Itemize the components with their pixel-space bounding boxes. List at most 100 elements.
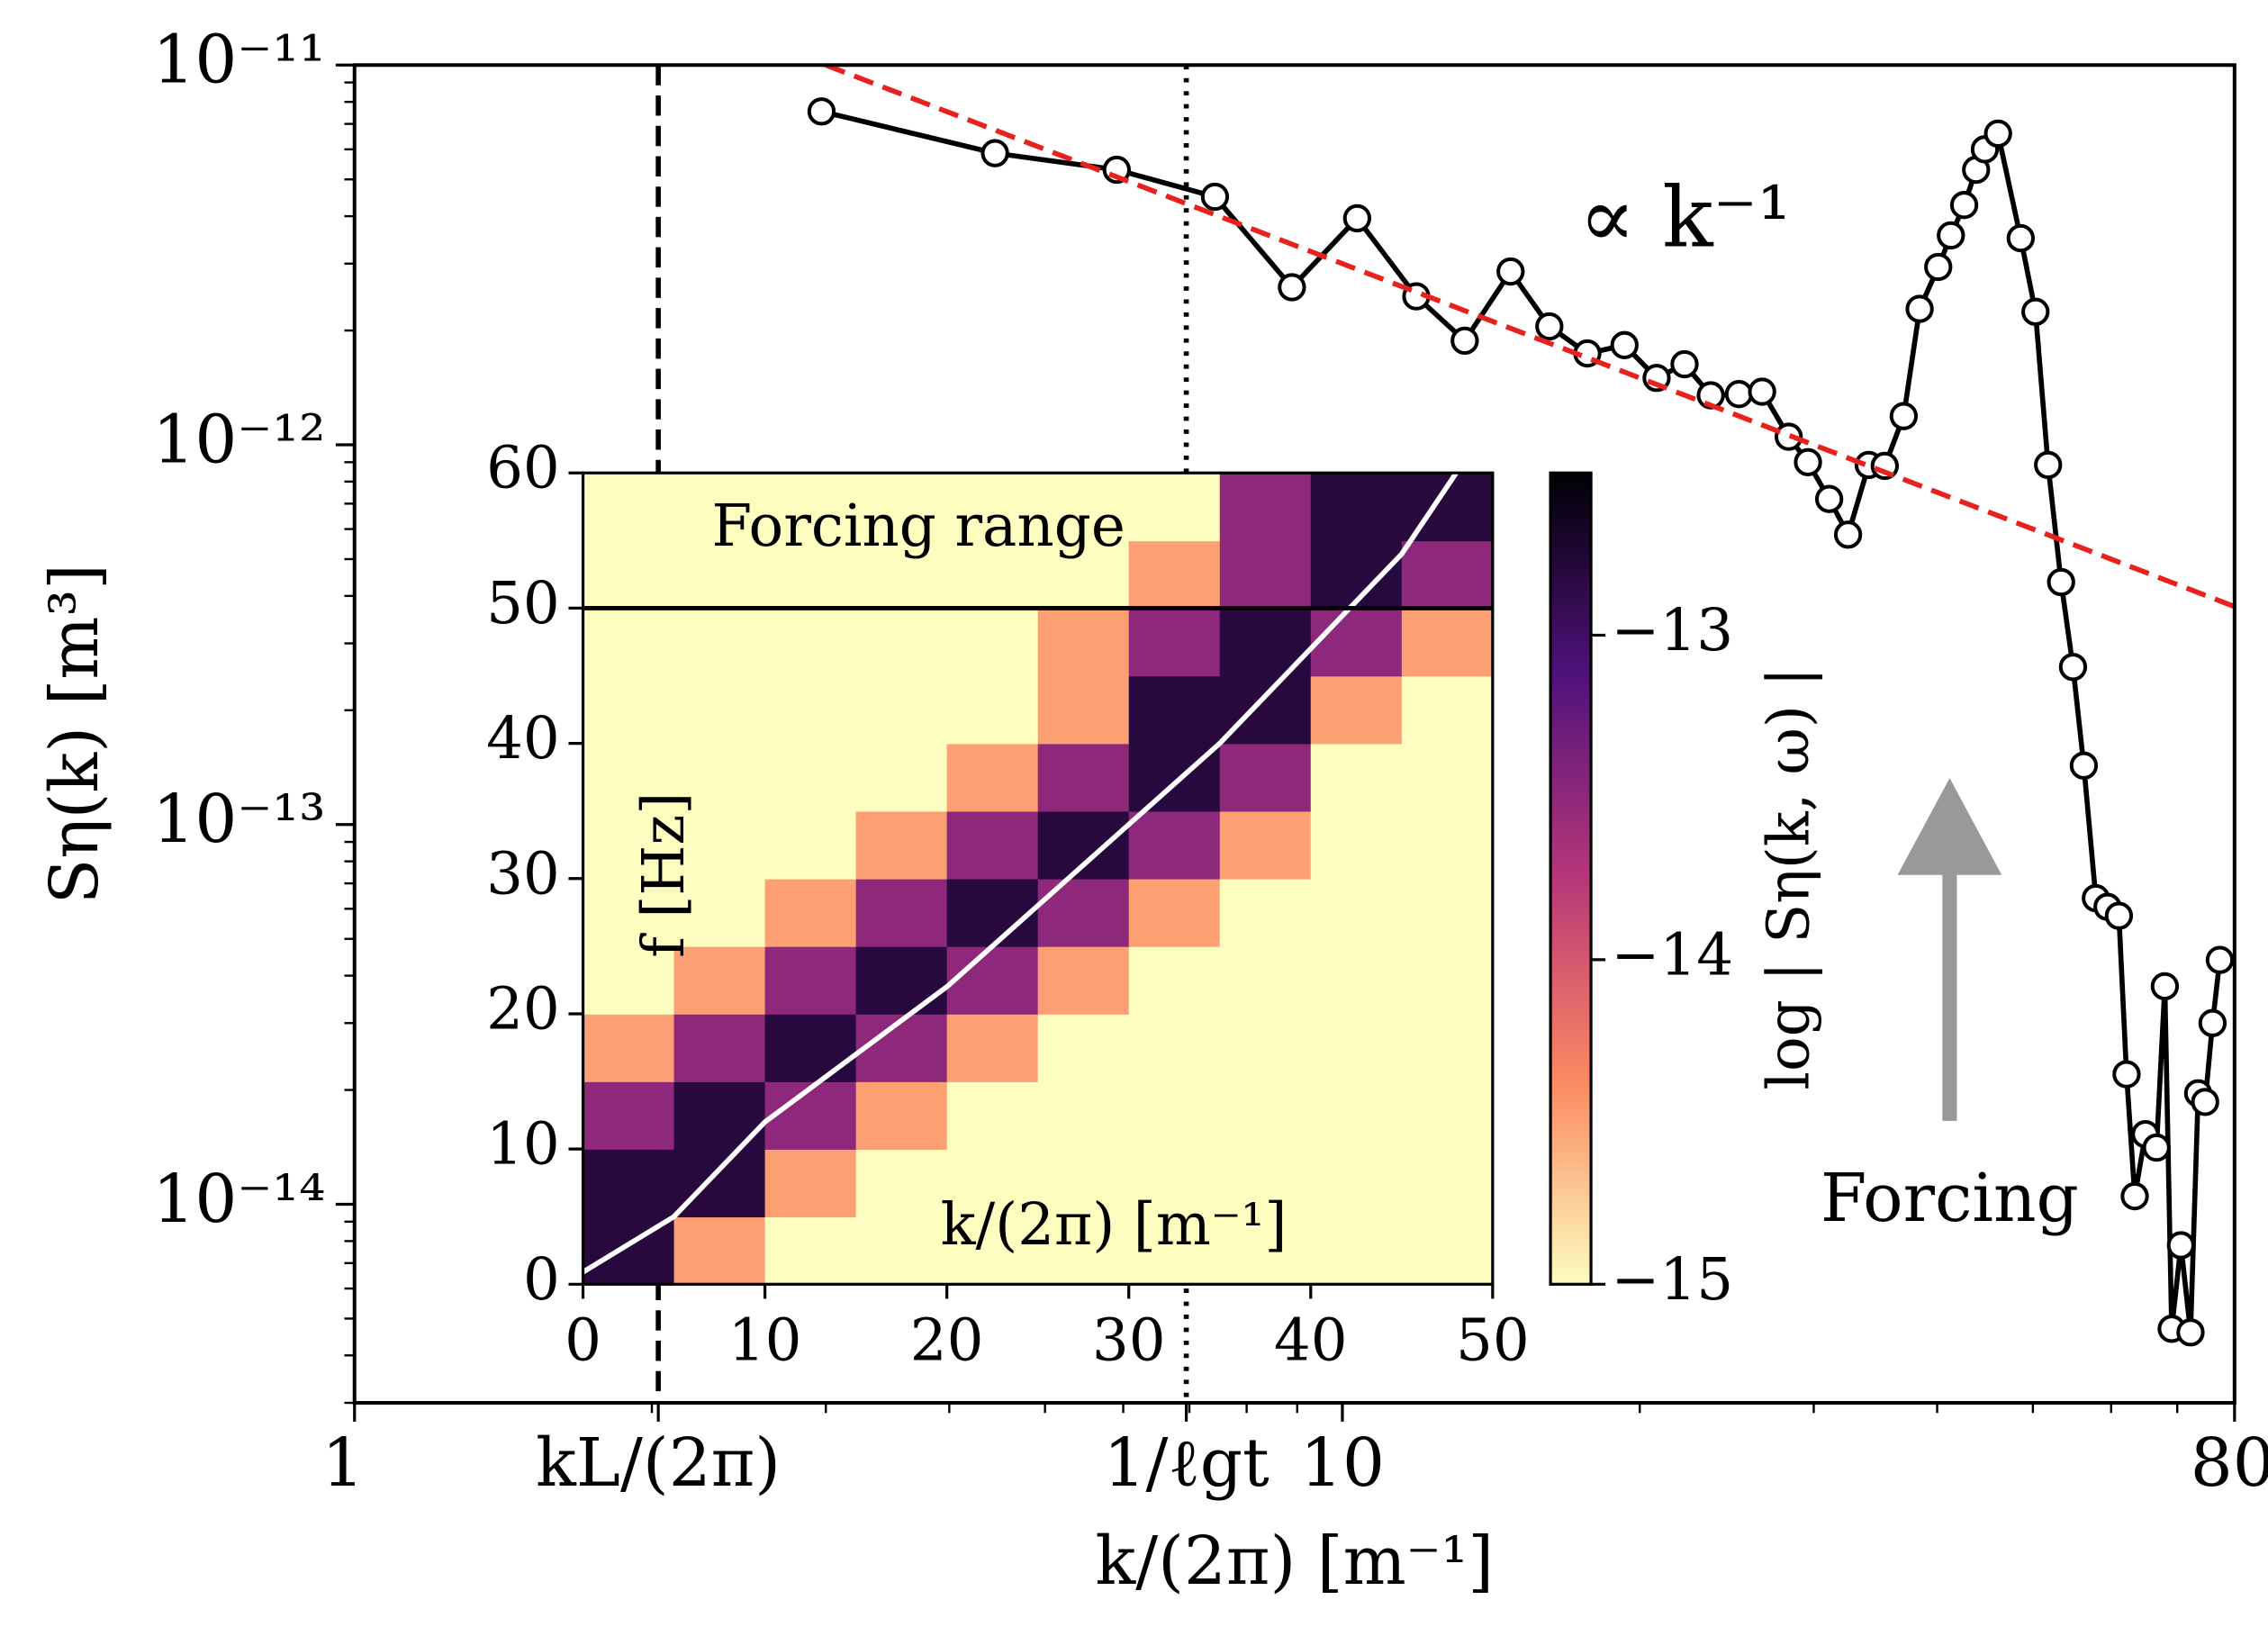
- heat-cell: [946, 1216, 1039, 1286]
- data-point: [1496, 257, 1525, 286]
- heat-cell: [583, 743, 675, 812]
- heat-cell: [764, 810, 857, 880]
- colorbar-tick-label: −14: [1612, 921, 1734, 989]
- colorbar-tick-label: −13: [1612, 597, 1734, 664]
- heat-cell: [583, 608, 675, 677]
- axes-frame: [352, 63, 2236, 1406]
- heat-cell: [764, 608, 857, 677]
- heat-cell: [1128, 1216, 1221, 1286]
- heat-cell: [946, 473, 1039, 542]
- heat-cell: [1401, 743, 1494, 812]
- data-point: [2198, 1008, 2227, 1037]
- x-tick-label: 1: [321, 1424, 364, 1502]
- heat-cell: [673, 1081, 766, 1150]
- data-point: [1724, 380, 1754, 409]
- heat-cell: [1219, 810, 1312, 880]
- heat-cell: [946, 878, 1039, 947]
- heat-cell: [583, 945, 675, 1015]
- heat-cell: [1310, 1216, 1403, 1286]
- heat-cell: [764, 945, 857, 1015]
- data-point: [807, 97, 836, 126]
- heat-cell: [1128, 473, 1221, 542]
- x-axis-label: k/(2π) [m⁻¹]: [941, 1191, 1288, 1259]
- heat-cell: [1219, 608, 1312, 677]
- heat-cell: [673, 1013, 766, 1082]
- x-tick-label: 30: [1092, 1306, 1166, 1374]
- colorbar-label: log | Sη(k, ω) |: [1755, 667, 1822, 1090]
- data-point: [1774, 422, 1803, 451]
- heat-cell: [764, 473, 857, 542]
- heat-cell: [673, 608, 766, 677]
- x-tick-label: 10: [1300, 1424, 1385, 1502]
- heat-cell: [946, 1013, 1039, 1082]
- x-tick-label: 80: [2191, 1424, 2268, 1502]
- data-point: [2166, 1231, 2195, 1260]
- heat-cell: [946, 675, 1039, 745]
- y-tick-label: 10⁻¹³: [152, 781, 325, 858]
- heat-cell: [1310, 675, 1403, 745]
- data-point: [2150, 972, 2180, 1001]
- data-point: [1794, 447, 1822, 476]
- data-point: [1937, 221, 1965, 250]
- heat-cell: [1401, 1216, 1494, 1286]
- heat-cell: [855, 608, 948, 677]
- y-tick-label: 30: [486, 840, 560, 908]
- heat-cell: [1037, 473, 1130, 542]
- colorbar: [1549, 471, 1593, 1286]
- heat-cell: [855, 1149, 948, 1218]
- data-point: [1535, 312, 1564, 341]
- heat-cell: [1128, 1149, 1221, 1218]
- x-tick-label: 40: [1274, 1306, 1348, 1374]
- heat-cell: [946, 945, 1039, 1015]
- x-tick-label: kL/(2π): [536, 1424, 781, 1502]
- heat-cell: [1219, 1149, 1312, 1218]
- heat-cell: [1219, 743, 1312, 812]
- heat-cell: [1310, 810, 1403, 880]
- heat-cell: [855, 1216, 948, 1286]
- heat-cell: [1037, 1081, 1130, 1150]
- heat-cell: [1037, 743, 1130, 812]
- heat-cell: [1310, 1149, 1403, 1218]
- heat-cell: [1310, 473, 1403, 542]
- y-tick-label: 50: [486, 570, 560, 637]
- y-tick-label: 60: [486, 435, 560, 502]
- inset-chart: Forcing range 0 10 20 30 40 50 0 10 20 30 40 50 60 k/(…: [486, 435, 1822, 1375]
- heat-cell: [1310, 1013, 1403, 1082]
- heat-cell: [1401, 1149, 1494, 1218]
- heat-cell: [855, 945, 948, 1015]
- data-point: [1889, 402, 1919, 430]
- heat-cell: [946, 1081, 1039, 1150]
- data-point: [2058, 653, 2088, 682]
- heat-cell: [673, 810, 766, 880]
- heat-cell: [855, 473, 948, 542]
- heat-cell: [583, 540, 675, 610]
- heat-cell: [1037, 878, 1130, 947]
- heat-cell: [1128, 540, 1221, 610]
- heat-cell: [1037, 1216, 1130, 1286]
- data-point: [2021, 297, 2050, 326]
- heat-cell: [1310, 945, 1403, 1015]
- heat-cell: [583, 1149, 675, 1218]
- heat-cell: [1401, 945, 1494, 1015]
- annotation: Forcing: [1821, 1160, 2079, 1237]
- x-tick-label: 50: [1456, 1306, 1530, 1374]
- data-point: [1814, 484, 1844, 513]
- heat-cell: [1219, 1216, 1312, 1286]
- heat-cell: [583, 675, 675, 745]
- data-point: [1342, 203, 1372, 233]
- data-point: [2006, 223, 2036, 253]
- heat-cell: [1401, 675, 1494, 745]
- heat-cell: [855, 878, 948, 947]
- heat-cell: [1037, 675, 1130, 745]
- heat-cell: [583, 878, 675, 947]
- data-point: [1833, 520, 1863, 549]
- dispersion-curve: [582, 471, 1459, 1275]
- forcing-range-label: Forcing range: [711, 493, 1125, 560]
- main-chart: 10⁻¹⁴ 10⁻¹³ 10⁻¹² 10⁻¹¹ 1 kL/(2π) 1/ℓgt 10 80 k/(…: [36, 22, 2268, 1600]
- heat-cell: [1219, 945, 1312, 1015]
- data-point: [2069, 751, 2099, 780]
- x-tick-label: 1/ℓgt: [1103, 1424, 1270, 1502]
- x-tick-label: 0: [565, 1306, 601, 1374]
